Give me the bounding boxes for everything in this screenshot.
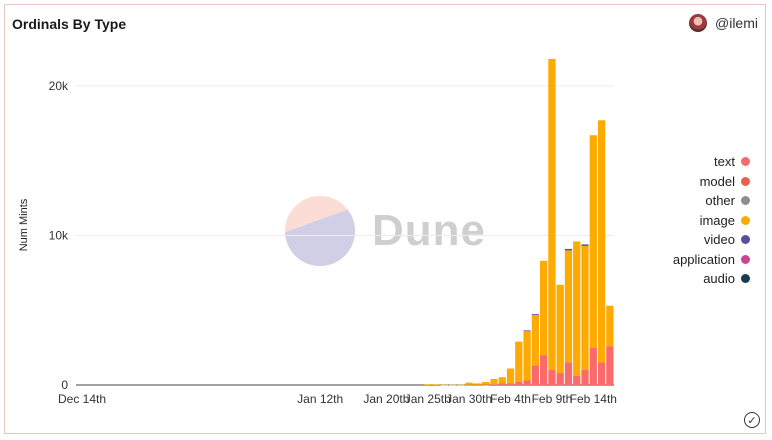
chart-title: Ordinals By Type	[12, 16, 127, 32]
legend-item-image[interactable]: image	[673, 211, 750, 231]
bar-segment-image[interactable]	[432, 384, 440, 386]
legend-swatch	[741, 196, 750, 206]
bar-segment-image[interactable]	[482, 382, 490, 385]
bar-segment-image[interactable]	[556, 284, 564, 374]
y-tick-label: 10k	[49, 228, 69, 242]
bar-segment-text[interactable]	[482, 384, 490, 386]
chart-card	[4, 4, 766, 434]
bar-segment-text[interactable]	[573, 376, 581, 385]
x-tick-label: Jan 20th	[363, 392, 409, 406]
x-tick-label: Dec 14th	[58, 392, 106, 406]
bar-segment-text[interactable]	[589, 347, 597, 385]
bar-segment-text[interactable]	[540, 355, 548, 385]
legend-label: application	[672, 251, 735, 267]
x-tick-label: Jan 12th	[297, 392, 343, 406]
bar-segment-image[interactable]	[515, 341, 523, 383]
bar-segment-text[interactable]	[606, 346, 614, 385]
bar-segment-image[interactable]	[490, 379, 498, 385]
bar-segment-text[interactable]	[523, 380, 531, 385]
bar-segment-image[interactable]	[589, 135, 597, 348]
bar-segment-image[interactable]	[540, 260, 548, 356]
bar-segment-image[interactable]	[440, 384, 448, 386]
bar-segment-image[interactable]	[498, 377, 506, 384]
y-tick-label: 20k	[49, 79, 69, 93]
bar-segment-image[interactable]	[564, 250, 573, 363]
bar-segment-video[interactable]	[564, 248, 573, 251]
bar-segment-image[interactable]	[506, 368, 515, 384]
legend-item-text[interactable]: text	[673, 152, 750, 172]
bar-segment-image[interactable]	[465, 382, 473, 385]
x-tick-label: Feb 9th	[532, 392, 573, 406]
legend-label: audio	[703, 271, 735, 287]
legend-label: other	[705, 193, 735, 209]
avatar	[689, 14, 707, 32]
bar-segment-image[interactable]	[424, 384, 432, 386]
legend-label: text	[714, 154, 735, 170]
watermark-text: Dune	[372, 206, 486, 255]
legend-swatch	[741, 235, 750, 245]
bar-segment-text[interactable]	[465, 384, 473, 386]
bar-segment-text[interactable]	[564, 362, 573, 385]
bar-segment-text[interactable]	[473, 384, 482, 386]
y-tick-label: 0	[61, 378, 68, 392]
bar-segment-text[interactable]	[581, 370, 589, 385]
bar-segment-image[interactable]	[457, 384, 465, 386]
bar-segment-text[interactable]	[498, 383, 506, 385]
x-tick-label: Jan 30th	[446, 392, 492, 406]
legend: text model other image video application audio	[673, 152, 750, 289]
bar-segment-image[interactable]	[523, 331, 531, 381]
author-name[interactable]: @ilemi	[715, 15, 758, 31]
x-tick-label: Jan 25th	[405, 392, 451, 406]
legend-label: model	[699, 173, 735, 189]
legend-swatch	[741, 274, 750, 284]
legend-item-application[interactable]: application	[673, 250, 750, 270]
bar-segment-text[interactable]	[490, 384, 498, 386]
legend-item-other[interactable]: other	[673, 191, 750, 211]
bar-segment-image[interactable]	[597, 120, 606, 363]
legend-item-audio[interactable]: audio	[673, 269, 750, 289]
bar-segment-image[interactable]	[448, 384, 457, 386]
bar-segment-video[interactable]	[531, 313, 540, 315]
legend-label: image	[699, 212, 735, 228]
bar-segment-image[interactable]	[606, 305, 614, 347]
legend-swatch	[741, 215, 750, 225]
bar-segment-image[interactable]	[548, 58, 556, 371]
legend-swatch	[741, 254, 750, 264]
bar-segment-text[interactable]	[515, 382, 523, 385]
legend-label: video	[703, 232, 735, 248]
bar-segment-text[interactable]	[506, 383, 515, 385]
x-tick-label: Feb 14th	[570, 392, 617, 406]
legend-item-model[interactable]: model	[673, 172, 750, 192]
check-icon[interactable]: ✓	[744, 412, 760, 428]
legend-swatch	[741, 176, 750, 186]
bar-segment-video[interactable]	[581, 244, 589, 246]
bar-segment-text[interactable]	[556, 373, 564, 385]
legend-item-video[interactable]: video	[673, 230, 750, 250]
x-tick-label: Feb 4th	[490, 392, 531, 406]
bar-segment-text[interactable]	[597, 362, 606, 385]
dune-logo-icon	[285, 196, 355, 266]
legend-swatch	[741, 157, 750, 167]
bar-segment-image[interactable]	[581, 245, 589, 371]
bar-segment-text[interactable]	[531, 365, 540, 385]
bar-segment-image[interactable]	[531, 314, 540, 366]
bar-segment-text[interactable]	[548, 370, 556, 385]
bar-segment-image[interactable]	[573, 241, 581, 377]
author-badge[interactable]: @ilemi	[689, 14, 758, 32]
y-tick-labels: 0 10k 20k	[49, 79, 69, 392]
bars	[424, 58, 614, 386]
bar-segment-video[interactable]	[523, 330, 531, 332]
bar-segment-image[interactable]	[473, 383, 482, 385]
